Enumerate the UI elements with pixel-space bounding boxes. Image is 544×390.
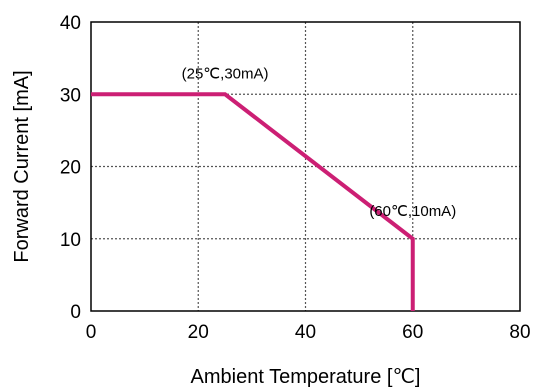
x-tick-label: 0	[86, 322, 97, 343]
x-tick-label: 80	[509, 322, 530, 343]
derating-curve-line	[91, 92, 415, 311]
x-tick-label: 40	[295, 322, 316, 343]
y-tick-label: 0	[70, 302, 81, 323]
x-tick-label: 60	[402, 322, 423, 343]
point-annotation: (25℃,30mA)	[182, 65, 269, 82]
axis-ticks: 0 20 40 60 80 0 10 20 30 40	[60, 13, 531, 343]
plot-area-frame	[90, 21, 521, 312]
annotations-group: (25℃,30mA) (60℃,10mA)	[182, 65, 457, 220]
series-group	[91, 92, 415, 311]
point-annotation: (60℃,10mA)	[369, 203, 456, 220]
x-axis-title: Ambient Temperature [℃]	[191, 366, 421, 388]
x-tick-label: 20	[188, 322, 209, 343]
grid-lines	[91, 22, 520, 311]
y-tick-label: 40	[60, 13, 81, 34]
y-tick-label: 20	[60, 158, 81, 179]
y-tick-label: 10	[60, 230, 81, 251]
y-axis-title: Forward Current [mA]	[11, 70, 33, 262]
y-tick-label: 30	[60, 85, 81, 106]
